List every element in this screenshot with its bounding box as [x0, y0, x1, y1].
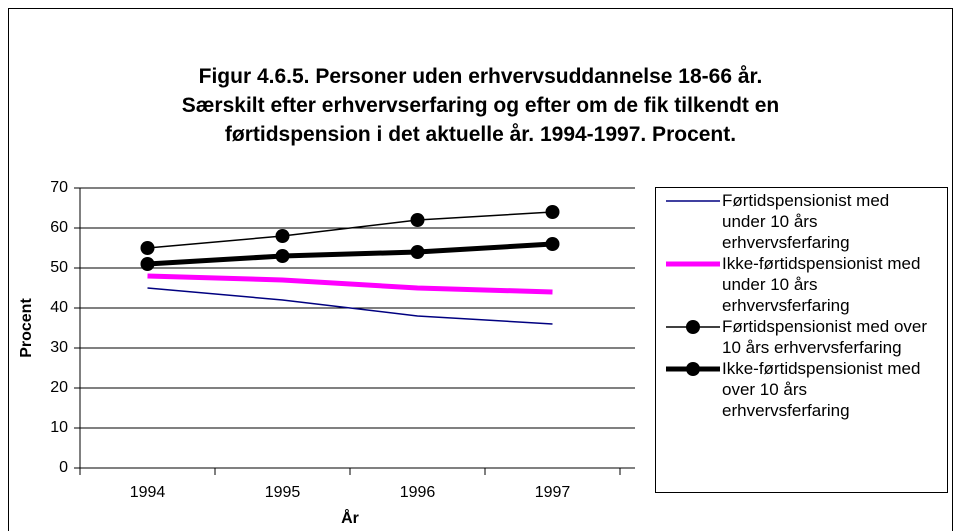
x-axis-label: År [341, 508, 359, 527]
x-tick-label: 1997 [535, 484, 571, 501]
legend-entry: Ikke-førtidspensionist med over 10 års e… [664, 358, 941, 421]
legend: Førtidspensionist med under 10 års erhve… [655, 187, 948, 493]
marker [140, 241, 155, 255]
x-tick-label: 1995 [265, 484, 301, 501]
legend-label: Ikke-førtidspensionist med under 10 års … [722, 254, 921, 315]
legend-marker [686, 320, 700, 334]
marker [275, 229, 290, 243]
y-tick-label: 30 [50, 339, 68, 356]
y-tick-label: 50 [50, 259, 68, 276]
marker [275, 249, 290, 263]
legend-label: Ikke-førtidspensionist med over 10 års e… [722, 359, 921, 420]
legend-swatch [666, 362, 720, 376]
legend-swatch [666, 200, 720, 202]
marker [545, 237, 560, 251]
title-line: førtidspension i det aktuelle år. 1994-1… [224, 123, 737, 146]
series-line [147, 287, 553, 325]
y-tick-label: 20 [50, 379, 68, 396]
legend-label: Førtidspensionist med over 10 års erhver… [722, 317, 928, 357]
x-tick-label: 1994 [130, 484, 166, 501]
x-tick-label: 1996 [400, 484, 436, 501]
y-tick-label: 0 [59, 459, 68, 476]
y-tick-label: 10 [50, 419, 68, 436]
legend-marker [686, 362, 700, 376]
legend-entry: Ikke-førtidspensionist med under 10 års … [664, 253, 941, 316]
legend-entry: Førtidspensionist med under 10 års erhve… [664, 190, 941, 253]
series-line [147, 241, 553, 267]
y-tick-label: 40 [50, 299, 68, 316]
marker [410, 213, 425, 227]
chart-title: Figur 4.6.5. Personer uden erhvervsuddan… [8, 62, 953, 149]
legend-label: Førtidspensionist med under 10 års erhve… [722, 191, 890, 252]
marker [545, 205, 560, 219]
title-line: Særskilt efter erhvervserfaring og efter… [181, 94, 780, 117]
y-tick-label: 60 [50, 219, 68, 236]
series-line [147, 273, 553, 295]
y-axis-label: Procent [18, 298, 35, 358]
legend-entry: Førtidspensionist med over 10 års erhver… [664, 316, 941, 358]
chart-frame [8, 8, 953, 531]
marker [140, 257, 155, 271]
series-line [147, 211, 553, 249]
title-line: Figur 4.6.5. Personer uden erhvervsuddan… [198, 65, 763, 88]
legend-swatch [666, 261, 720, 267]
legend-swatch [666, 320, 720, 334]
marker [410, 245, 425, 259]
y-tick-label: 70 [50, 179, 68, 196]
